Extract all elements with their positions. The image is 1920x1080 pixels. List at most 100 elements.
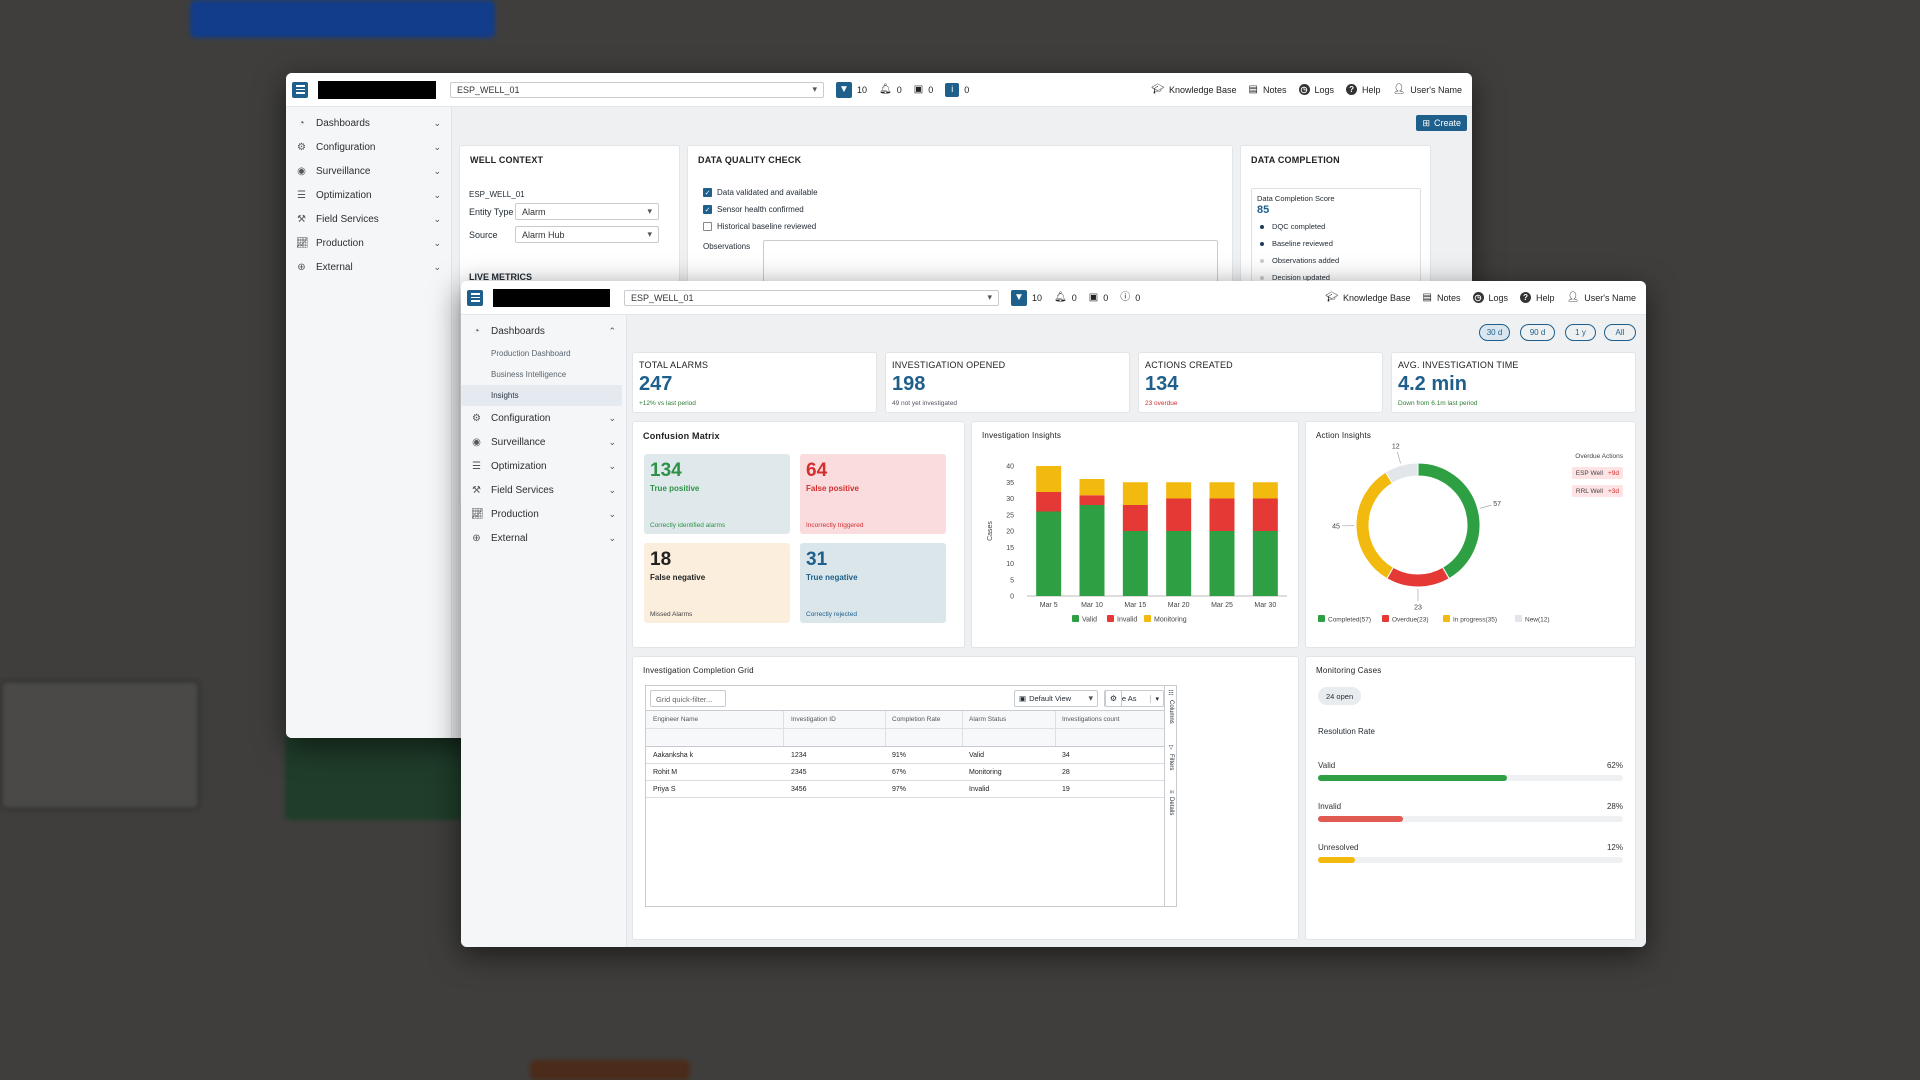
grid-settings-gear-icon[interactable]: ⚙ — [1105, 690, 1122, 707]
column-header[interactable]: Alarm Status — [969, 716, 1007, 723]
cm-desc: Missed Alarms — [650, 611, 693, 618]
nav-sub-production-dashboard[interactable]: Production Dashboard — [491, 349, 571, 358]
dqc-item[interactable]: ✓ Data validated and available — [703, 188, 818, 197]
nav-field-services[interactable]: ⚒ Field Services ⌄ — [461, 478, 626, 502]
well-select[interactable]: ESP_WELL_01 ▾ — [624, 289, 999, 306]
cm-type: False positive — [806, 484, 859, 493]
chevron-up-icon: ⌃ — [608, 325, 616, 336]
user-menu[interactable]: 👤︎ User's Name — [1567, 292, 1636, 303]
bar-segment-valid — [1036, 511, 1062, 596]
range-30d-button[interactable]: 30 d — [1479, 324, 1510, 341]
help-link[interactable]: ? Help — [1346, 84, 1381, 95]
view-icon: ▣ — [1019, 694, 1027, 703]
grid-view-select[interactable]: ▣ Default View ▾ — [1014, 690, 1098, 707]
nav-label: External — [316, 261, 353, 273]
card-title: Investigation Completion Grid — [643, 666, 754, 675]
legend-label: New(12) — [1525, 617, 1550, 624]
rate-fill-invalid — [1318, 816, 1404, 822]
nav-field-services[interactable]: ⚒ Field Services ⌄ — [286, 207, 451, 231]
column-header[interactable]: Investigation ID — [791, 716, 836, 723]
nav-optimization[interactable]: ☰ Optimization ⌄ — [461, 454, 626, 478]
background-box — [190, 0, 495, 38]
menu-icon[interactable] — [292, 81, 308, 98]
nav-external[interactable]: ⊕ External ⌄ — [461, 526, 626, 550]
bar-segment-invalid — [1166, 498, 1192, 531]
info-button[interactable]: ⓘ 0 — [1120, 292, 1140, 303]
dashboard-icon: ◔ — [473, 325, 480, 337]
info-icon: i — [945, 82, 960, 97]
nav-sub-business-intelligence[interactable]: Business Intelligence — [491, 370, 567, 379]
logs-link[interactable]: ◷ Logs — [1472, 292, 1508, 303]
filter-icon: ▼ — [1011, 289, 1027, 306]
x-tick-label: Mar 15 — [1124, 602, 1146, 609]
dqc-item[interactable]: ✓ Sensor health confirmed — [703, 205, 804, 214]
nav-dashboards[interactable]: ◔ Dashboards ⌃ — [461, 319, 626, 343]
alerts-button[interactable]: 🔔︎ 0 — [879, 84, 902, 95]
column-header[interactable]: Investigations count — [1062, 716, 1120, 723]
nav-optimization[interactable]: ☰ Optimization ⌄ — [286, 183, 451, 207]
column-header[interactable]: Engineer Name — [653, 716, 699, 723]
kpi-value: 198 — [892, 373, 926, 395]
alerts-button[interactable]: 🔔︎ 0 — [1054, 292, 1077, 303]
knowledge-base-link[interactable]: 🎓︎ Knowledge Base — [1151, 84, 1236, 95]
chevron-down-icon: ⌄ — [433, 261, 441, 272]
save-as-button[interactable]: Save As ▾ — [1104, 690, 1164, 707]
nav-surveillance[interactable]: ◉ Surveillance ⌄ — [461, 430, 626, 454]
notes-link[interactable]: ▤ Notes — [1423, 292, 1461, 303]
menu-icon[interactable] — [467, 289, 483, 306]
cm-true-positive: 134 True positive Correctly identified a… — [644, 454, 790, 534]
table-row[interactable]: Priya S 3456 97% Invalid 19 — [646, 781, 1164, 798]
tasks-button[interactable]: ▣ 0 — [914, 84, 934, 95]
grid-quick-filter-input[interactable]: Grid quick-filter... — [650, 690, 726, 707]
table-row[interactable]: Aakanksha k 1234 91% Valid 34 — [646, 747, 1164, 764]
nav-production[interactable]: 📈︎ Production ⌄ — [461, 502, 626, 526]
notes-link[interactable]: ▤ Notes — [1249, 84, 1287, 95]
logs-link[interactable]: ◷ Logs — [1298, 84, 1334, 95]
nav-sub-insights[interactable]: Insights — [461, 385, 622, 406]
help-link[interactable]: ? Help — [1520, 292, 1555, 303]
nav-configuration[interactable]: ⚙ Configuration ⌄ — [461, 406, 626, 430]
tasks-count: 0 — [928, 84, 934, 95]
overdue-item[interactable]: ESP Well +9d — [1571, 467, 1623, 479]
create-button[interactable]: ⊞ Create — [1416, 115, 1467, 131]
nav-dashboards[interactable]: ◔ Dashboards ⌄ — [286, 111, 451, 135]
range-all-button[interactable]: All — [1604, 324, 1636, 341]
open-cases-badge: 24 open — [1318, 687, 1362, 705]
user-menu[interactable]: 👤︎ User's Name — [1393, 84, 1462, 95]
nav-surveillance[interactable]: ◉ Surveillance ⌄ — [286, 159, 451, 183]
tasks-button[interactable]: ▣ 0 — [1089, 292, 1108, 303]
dqc-item[interactable]: Historical baseline reviewed — [703, 222, 816, 231]
overdue-actions-title: Overdue Actions — [1575, 453, 1623, 460]
kpi-label: TOTAL ALARMS — [639, 360, 709, 370]
nav-external[interactable]: ⊕ External ⌄ — [286, 255, 451, 279]
range-90d-button[interactable]: 90 d — [1520, 324, 1555, 341]
chevron-down-icon: ⌄ — [433, 237, 441, 248]
chevron-down-icon: ⌄ — [608, 484, 616, 495]
column-header[interactable]: Completion Rate — [892, 716, 941, 723]
knowledge-base-link[interactable]: 🎓︎ Knowledge Base — [1325, 292, 1410, 303]
score-label: Data Completion Score — [1257, 194, 1335, 203]
table-row[interactable]: Rohit M 2345 67% Monitoring 28 — [646, 764, 1164, 781]
dqc-item-label: Data validated and available — [717, 188, 818, 197]
cell-investigations-count: 34 — [1062, 752, 1070, 759]
sliders-icon: ☰ — [472, 460, 481, 472]
nav-configuration[interactable]: ⚙ Configuration ⌄ — [286, 135, 451, 159]
source-select[interactable]: Alarm Hub ▾ — [515, 226, 659, 243]
observations-label: Observations — [703, 242, 751, 251]
cm-false-positive: 64 False positive Incorrectly triggered — [800, 454, 946, 534]
overdue-item[interactable]: RRL Well +3d — [1571, 485, 1623, 497]
nav-production[interactable]: 📈︎ Production ⌄ — [286, 231, 451, 255]
side-tab-filters[interactable]: ▽ Filters — [1165, 744, 1177, 770]
side-tab-details[interactable]: ≡ Details — [1165, 790, 1177, 815]
side-tab-columns[interactable]: ☷ Columns — [1165, 690, 1177, 724]
legend-swatch — [1443, 615, 1450, 622]
dqc-item-label: Historical baseline reviewed — [717, 222, 817, 231]
filter-button[interactable]: ▼ 10 — [1011, 289, 1042, 306]
range-1y-button[interactable]: 1 y — [1565, 324, 1596, 341]
well-select[interactable]: ESP_WELL_01 ▾ — [450, 81, 824, 98]
filter-button[interactable]: ▼ 10 — [836, 81, 867, 98]
entity-type-select[interactable]: Alarm ▾ — [515, 203, 659, 220]
live-metrics-heading: LIVE METRICS — [469, 272, 533, 282]
side-tab-label: Filters — [1168, 754, 1174, 771]
